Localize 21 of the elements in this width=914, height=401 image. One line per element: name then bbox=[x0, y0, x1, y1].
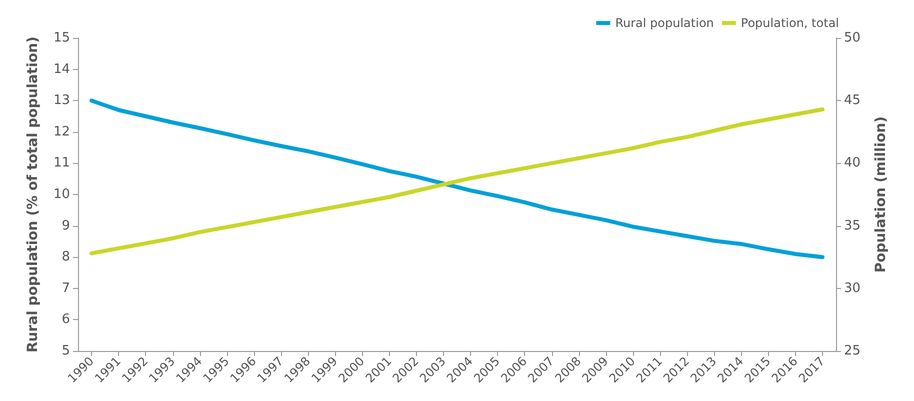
y2-tick-label: 50 bbox=[844, 30, 861, 46]
y-tick-label: 15 bbox=[53, 30, 70, 46]
y2-tick-label: 40 bbox=[844, 156, 861, 171]
y2-tick-label: 25 bbox=[844, 344, 861, 358]
y-tick-label: 6 bbox=[62, 312, 70, 328]
y-tick-label: 9 bbox=[62, 218, 70, 234]
y-tick-label: 10 bbox=[53, 187, 70, 202]
legend-label: Rural population bbox=[615, 16, 714, 30]
y-tick-label: 14 bbox=[53, 62, 70, 77]
y-tick-label: 5 bbox=[62, 344, 70, 358]
y-tick-label: 7 bbox=[62, 280, 70, 296]
y2-axis-title: Population (million) bbox=[873, 116, 889, 273]
y-tick-label: 13 bbox=[53, 93, 70, 108]
y2-tick-label: 35 bbox=[844, 218, 861, 234]
y2-tick-label: 30 bbox=[844, 280, 861, 296]
legend-label: Population, total bbox=[740, 16, 840, 30]
y-tick-label: 8 bbox=[62, 250, 70, 265]
y-tick-label: 12 bbox=[53, 124, 70, 140]
y2-tick-label: 45 bbox=[844, 93, 861, 108]
y-tick-label: 11 bbox=[53, 156, 70, 171]
y-axis-title: Rural population (% of total population) bbox=[25, 36, 41, 352]
